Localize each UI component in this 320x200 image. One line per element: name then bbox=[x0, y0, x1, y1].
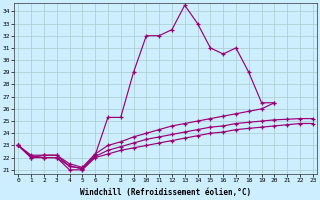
X-axis label: Windchill (Refroidissement éolien,°C): Windchill (Refroidissement éolien,°C) bbox=[80, 188, 251, 197]
